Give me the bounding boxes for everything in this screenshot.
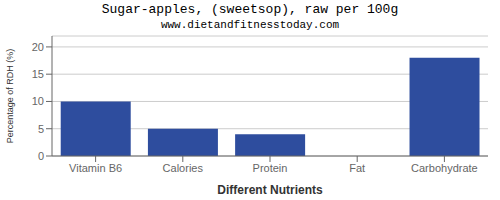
svg-text:Percentage of RDH (%): Percentage of RDH (%) — [8, 49, 15, 144]
html-text:www.dietandfitnesstoday.com: www.dietandfitnesstoday.com — [160, 19, 340, 31]
svg-text:Fat: Fat — [349, 162, 365, 174]
svg-text:Different Nutrients: Different Nutrients — [217, 183, 323, 197]
svg-text:0: 0 — [38, 150, 44, 162]
svg-text:20: 20 — [32, 41, 44, 53]
html-text:Sugar-apples, (sweetsop), raw: Sugar-apples, (sweetsop), raw per 100g — [101, 2, 399, 17]
svg-text:10: 10 — [32, 95, 44, 107]
svg-text:15: 15 — [32, 68, 44, 80]
svg-text:5: 5 — [38, 123, 44, 135]
svg-text:Carbohydrate: Carbohydrate — [411, 162, 478, 174]
svg-text:Calories: Calories — [163, 162, 204, 174]
svg-text:Protein: Protein — [253, 162, 288, 174]
svg-text:Vitamin B6: Vitamin B6 — [69, 162, 122, 174]
